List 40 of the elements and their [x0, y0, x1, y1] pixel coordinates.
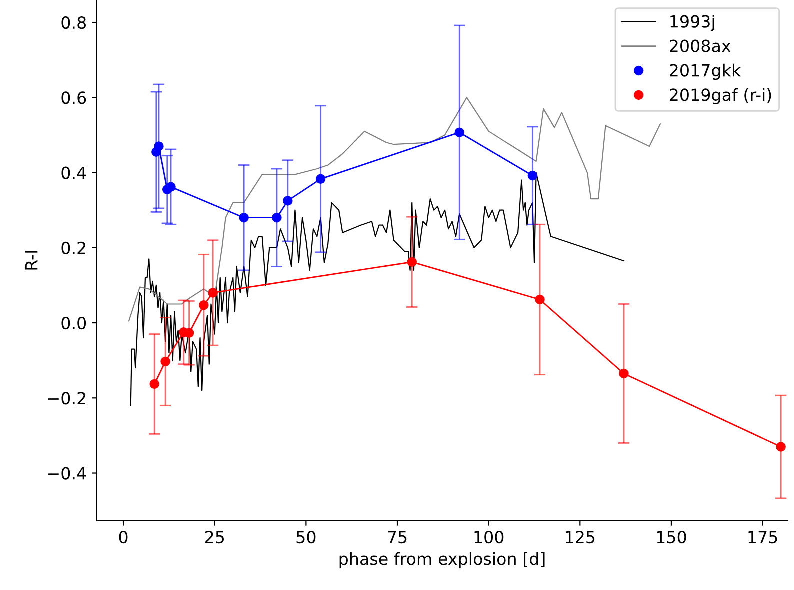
x-tick-label: 100 — [474, 530, 504, 544]
y-tick-label: 0.8 — [62, 16, 86, 30]
y-axis-title: R-I — [26, 251, 38, 270]
point — [208, 288, 218, 298]
legend-label: 2017gkk — [670, 64, 742, 80]
x-tick-label: 175 — [748, 531, 778, 544]
x-tick-label: 125 — [566, 530, 595, 544]
point — [272, 212, 282, 223]
x-tick-label: 50 — [296, 530, 316, 544]
point — [154, 142, 164, 152]
y-tick-label: −0.2 — [48, 392, 86, 405]
legend-label: 1993j — [670, 15, 714, 32]
point — [199, 300, 209, 310]
y-tick-label: 0.2 — [62, 242, 86, 254]
x-tick-label: 75 — [388, 531, 407, 544]
point — [407, 257, 417, 268]
x-tick-label: 150 — [657, 530, 686, 544]
y-tick-label: −0.4 — [48, 467, 86, 480]
y-tick-label: 0.0 — [62, 316, 86, 330]
x-axis-title: phase from explosion [d] — [340, 552, 545, 569]
point — [316, 174, 326, 184]
point — [166, 182, 176, 192]
point — [283, 196, 293, 206]
legend-label: 2019gaf (r-i) — [670, 88, 772, 105]
point — [776, 442, 786, 452]
y-tick-label: 0.6 — [62, 92, 86, 104]
point — [619, 368, 629, 379]
legend-label: 2008ax — [670, 40, 731, 52]
point — [160, 356, 170, 367]
x-tick-label: 0 — [119, 530, 128, 544]
point — [150, 379, 160, 390]
line-series — [130, 172, 625, 406]
point — [239, 212, 249, 223]
line-series — [128, 97, 662, 322]
point — [454, 128, 464, 138]
point — [184, 328, 194, 338]
point — [528, 170, 538, 181]
y-tick-label: 0.4 — [62, 166, 86, 180]
point — [535, 294, 545, 305]
x-tick-label: 25 — [205, 530, 224, 544]
